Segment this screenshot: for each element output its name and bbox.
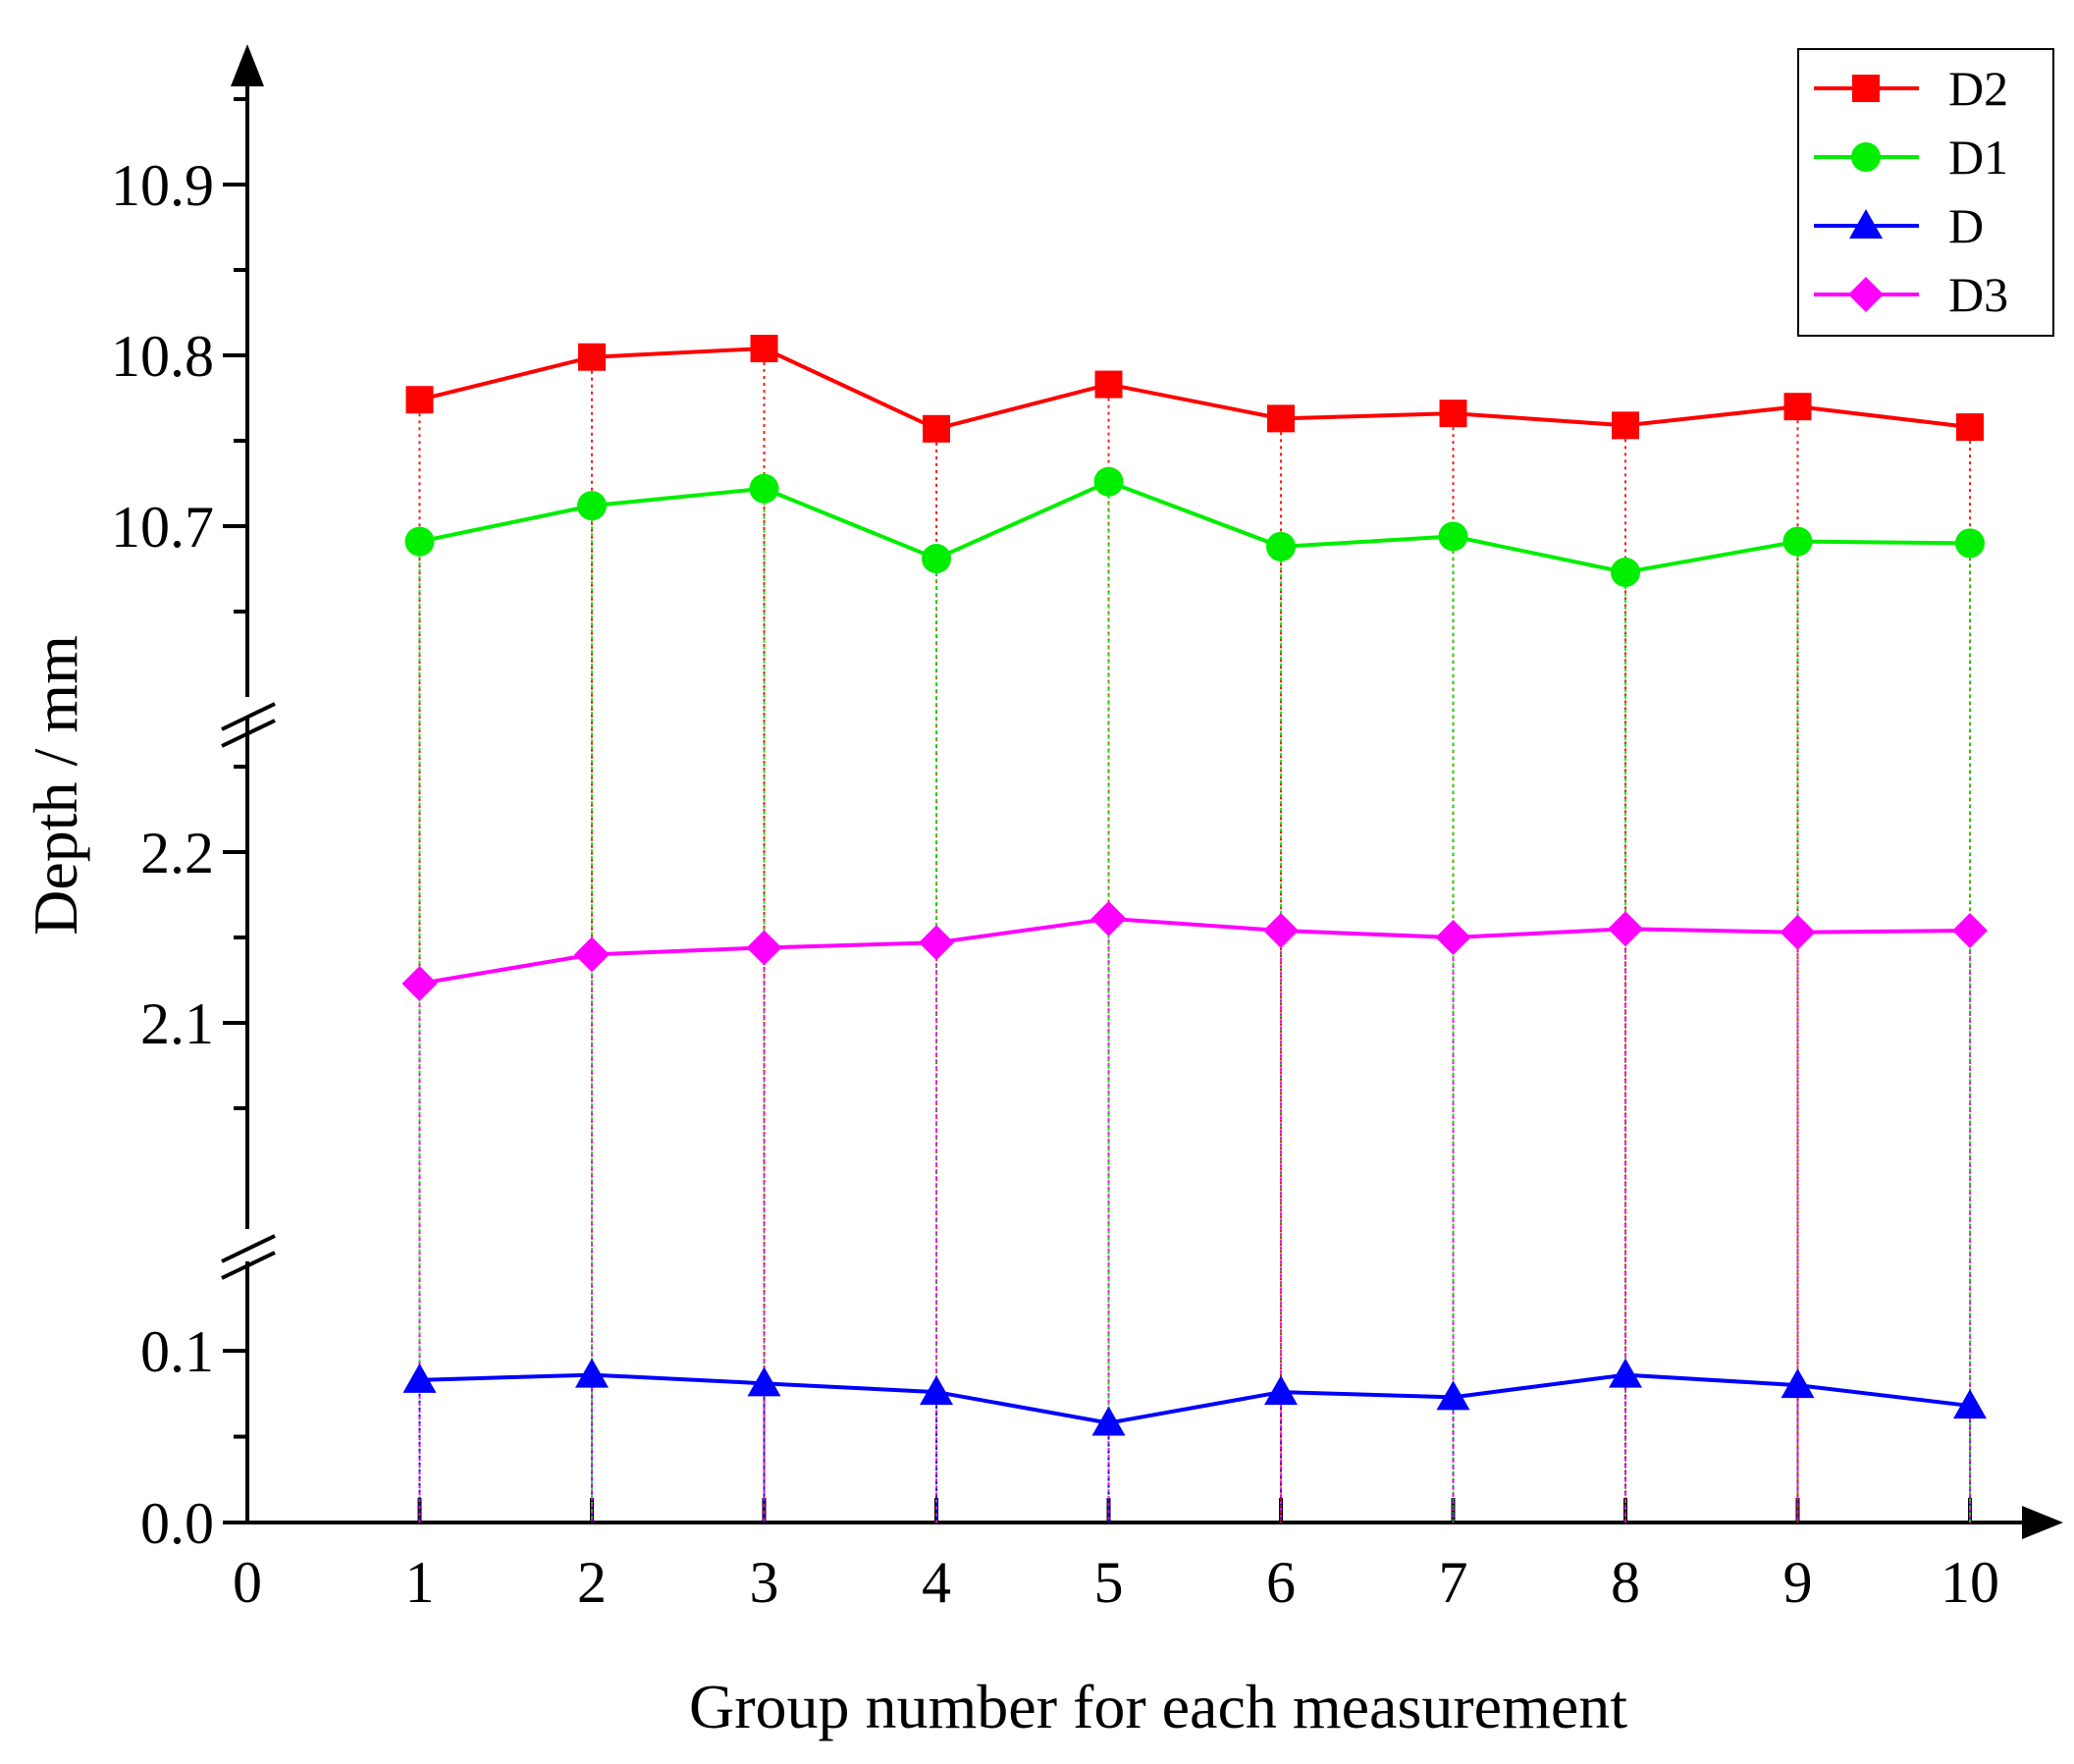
data-point bbox=[1955, 528, 1985, 559]
series-line bbox=[419, 1372, 1971, 1425]
x-tick-label: 9 bbox=[1783, 1550, 1813, 1615]
data-point bbox=[1438, 521, 1468, 552]
legend: D2 D1 D D3 bbox=[1797, 48, 2054, 337]
y-tick-label: 2.1 bbox=[140, 991, 214, 1056]
x-tick-label: 1 bbox=[405, 1550, 435, 1615]
data-point bbox=[750, 335, 778, 363]
data-point bbox=[746, 930, 782, 966]
data-point bbox=[747, 1366, 781, 1397]
x-tick-label: 8 bbox=[1611, 1550, 1640, 1615]
data-point bbox=[1608, 911, 1643, 947]
legend-label: D2 bbox=[1948, 61, 2008, 116]
data-point bbox=[1611, 557, 1640, 587]
legend-label: D3 bbox=[1948, 267, 2008, 322]
legend-marker bbox=[1851, 142, 1881, 172]
data-point bbox=[1609, 1358, 1642, 1388]
legend-marker bbox=[1852, 75, 1880, 102]
y-tick-label: 10.8 bbox=[111, 324, 214, 389]
data-point bbox=[1782, 526, 1813, 557]
data-point bbox=[405, 386, 434, 414]
axis-break-mark bbox=[221, 1251, 276, 1280]
series-line bbox=[419, 347, 1971, 431]
data-point bbox=[574, 936, 610, 973]
x-tick-label: 7 bbox=[1439, 1550, 1468, 1615]
y-tick-label: 2.2 bbox=[140, 821, 214, 885]
y-axis-title: Depth / mm bbox=[21, 635, 90, 935]
legend-item-d1: D1 bbox=[1814, 130, 2008, 185]
data-point bbox=[1780, 914, 1816, 950]
data-point bbox=[749, 473, 779, 504]
data-point bbox=[920, 1375, 953, 1406]
data-point bbox=[1953, 1389, 1987, 1419]
legend-item-d: D bbox=[1814, 198, 1984, 253]
x-axis-arrow bbox=[2022, 1506, 2063, 1539]
x-axis-title: Group number for each measurement bbox=[689, 1672, 1627, 1741]
axis-break-mark bbox=[221, 1234, 276, 1263]
legend-label: D bbox=[1948, 198, 1984, 253]
y-axis-arrow bbox=[231, 44, 264, 86]
axis-break-mark bbox=[221, 719, 276, 748]
x-tick-label: 4 bbox=[922, 1550, 951, 1615]
data-point bbox=[1952, 913, 1988, 949]
data-point bbox=[1267, 404, 1295, 433]
x-tick-label: 10 bbox=[1941, 1550, 1999, 1615]
data-point bbox=[919, 925, 954, 961]
axis-break-mark bbox=[221, 702, 276, 731]
data-point bbox=[1091, 1406, 1126, 1436]
data-point bbox=[402, 1363, 437, 1393]
legend-item-d2: D2 bbox=[1814, 61, 2008, 116]
data-point bbox=[404, 526, 435, 557]
data-point bbox=[577, 491, 607, 521]
x-tick-label: 6 bbox=[1266, 1550, 1296, 1615]
data-point bbox=[1781, 1368, 1815, 1399]
data-point bbox=[1264, 1375, 1298, 1406]
data-point bbox=[575, 1358, 609, 1388]
data-point bbox=[578, 343, 606, 371]
data-point bbox=[1956, 413, 1984, 442]
data-point bbox=[1263, 913, 1299, 949]
data-point bbox=[1094, 370, 1123, 399]
series-line bbox=[419, 479, 1971, 575]
legend-marker bbox=[1848, 277, 1884, 312]
y-tick-label: 0.1 bbox=[140, 1319, 214, 1384]
data-point bbox=[1093, 466, 1124, 497]
data-point bbox=[401, 965, 438, 1001]
x-tick-label: 2 bbox=[577, 1550, 607, 1615]
legend-marker bbox=[1849, 209, 1883, 239]
x-tick-label: 0 bbox=[233, 1550, 262, 1615]
y-tick-label: 10.9 bbox=[111, 153, 214, 218]
y-tick-label: 0.0 bbox=[140, 1491, 214, 1556]
data-point bbox=[1435, 920, 1471, 955]
legend-label: D1 bbox=[1948, 130, 2008, 185]
series-d3 bbox=[401, 900, 1988, 1001]
data-point bbox=[1266, 531, 1296, 561]
data-point bbox=[923, 414, 950, 443]
legend-item-d3: D3 bbox=[1814, 267, 2008, 322]
data-point bbox=[1612, 411, 1639, 440]
series-d2 bbox=[405, 335, 1984, 443]
series-d1 bbox=[404, 466, 1985, 587]
x-tick-label: 3 bbox=[750, 1550, 779, 1615]
data-point bbox=[1439, 400, 1467, 428]
series-line bbox=[419, 916, 1971, 986]
legend-box bbox=[1797, 48, 2054, 337]
data-point bbox=[1783, 393, 1812, 421]
data-point bbox=[1436, 1380, 1470, 1411]
y-tick-label: 10.7 bbox=[111, 495, 214, 560]
series-d bbox=[402, 1358, 1987, 1436]
data-point bbox=[922, 544, 951, 574]
data-point bbox=[1090, 900, 1127, 936]
x-tick-label: 5 bbox=[1094, 1550, 1124, 1615]
